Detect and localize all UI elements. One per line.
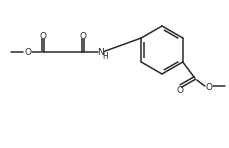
Text: N: N bbox=[98, 48, 104, 57]
Text: O: O bbox=[205, 82, 212, 91]
Text: H: H bbox=[102, 52, 108, 61]
Text: O: O bbox=[25, 48, 32, 57]
Text: O: O bbox=[176, 86, 183, 95]
Text: O: O bbox=[79, 32, 87, 41]
Text: O: O bbox=[39, 32, 46, 41]
